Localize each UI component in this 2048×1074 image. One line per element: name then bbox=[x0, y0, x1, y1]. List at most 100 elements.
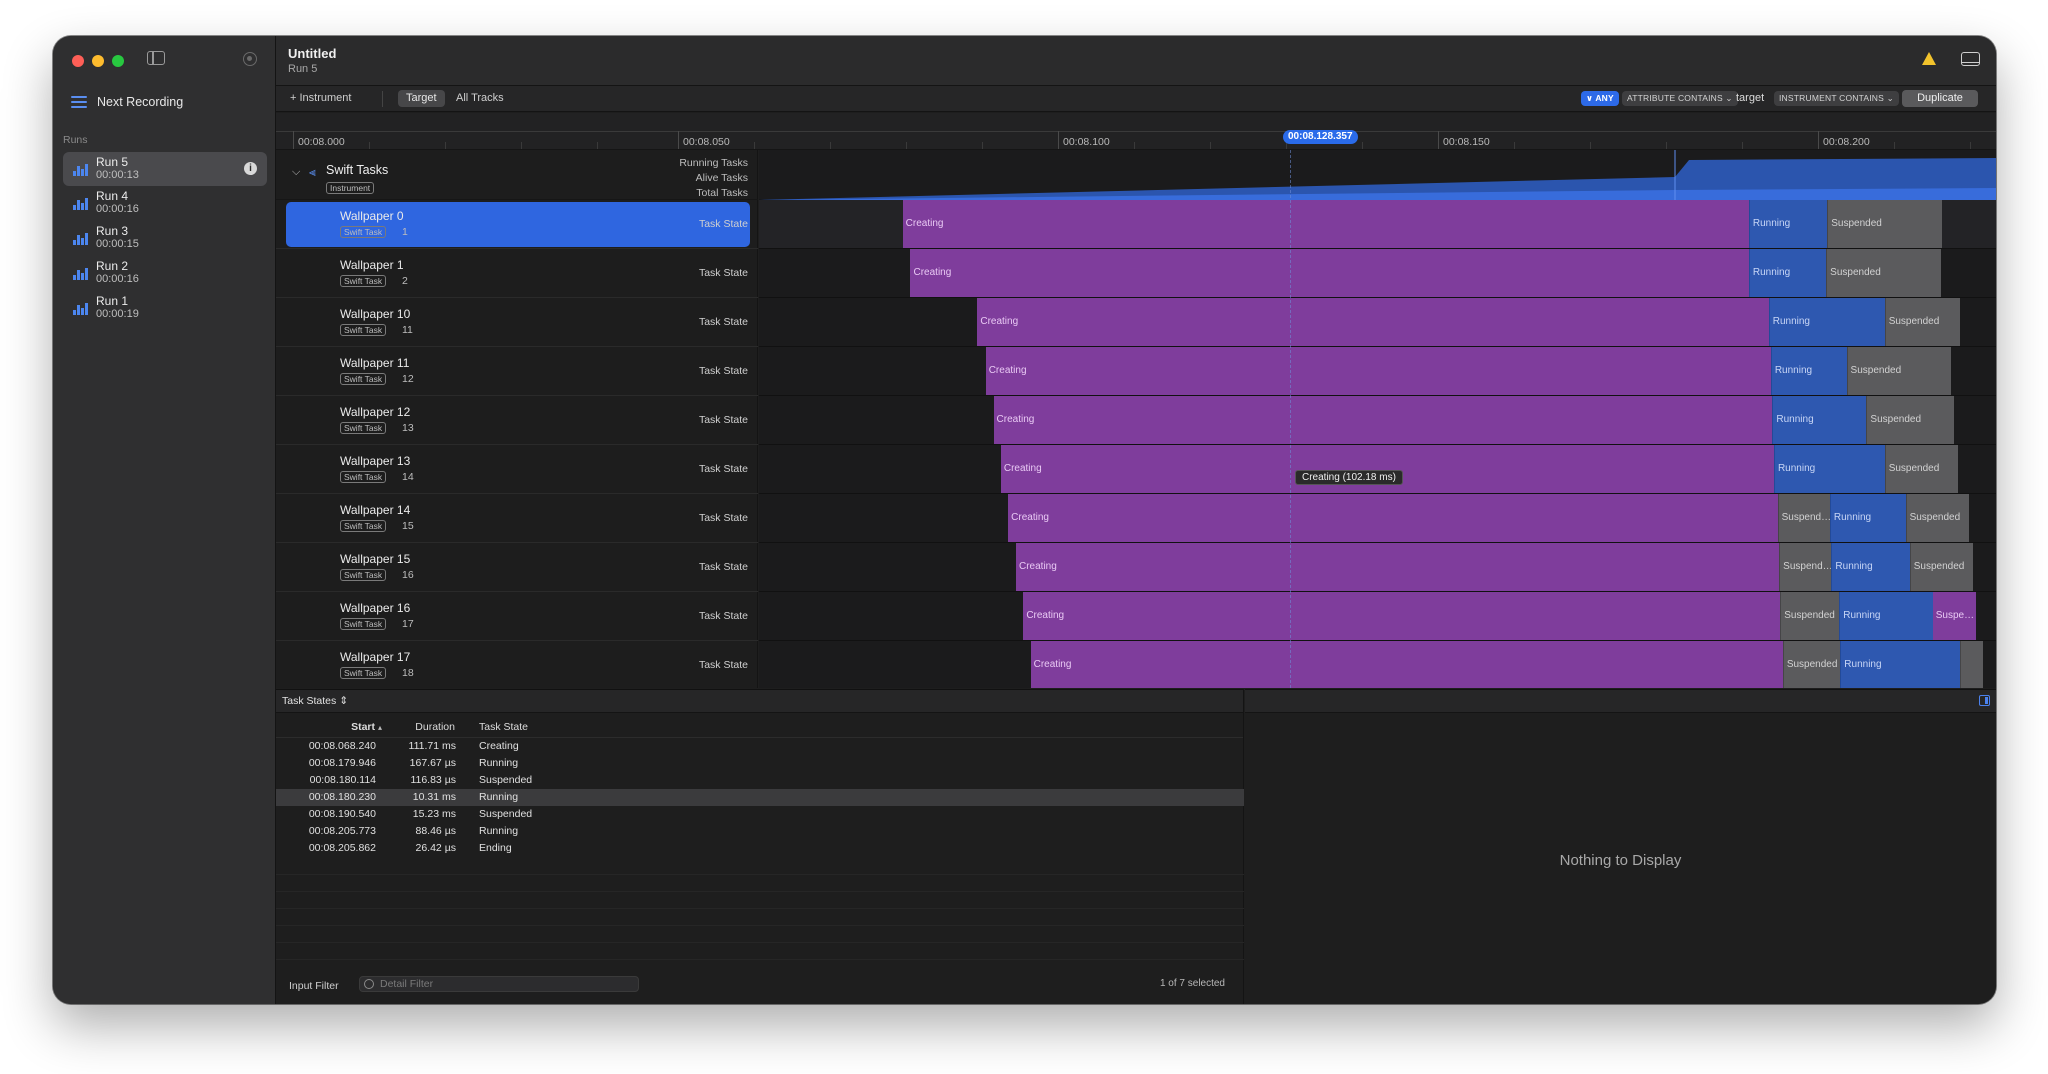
timeline-graph[interactable]: Creating Running Suspended Creating Running S… bbox=[759, 150, 1996, 688]
target-tab[interactable]: Target bbox=[398, 90, 445, 107]
state-segment-running[interactable]: Running bbox=[1840, 641, 1961, 688]
state-segment-creating[interactable]: Creating bbox=[1016, 543, 1780, 591]
state-segment-running[interactable]: Running bbox=[1839, 592, 1933, 640]
metric-total-tasks: Total Tasks bbox=[696, 187, 748, 199]
run-item[interactable]: Run 4 00:00:16 bbox=[63, 186, 267, 220]
task-state-track[interactable]: Creating Suspended Running Suspe… bbox=[759, 592, 1996, 641]
state-segment-creating[interactable]: Creating bbox=[985, 347, 1771, 395]
table-row[interactable]: 00:08.068.240 111.71 ms Creating bbox=[276, 738, 1244, 755]
state-segment-running[interactable]: Running bbox=[1770, 347, 1847, 395]
table-row[interactable]: 00:08.179.946 167.67 µs Running bbox=[276, 755, 1244, 772]
state-segment-ending[interactable] bbox=[1960, 641, 1983, 688]
column-duration[interactable]: Duration bbox=[415, 721, 455, 733]
column-start[interactable]: Start bbox=[351, 721, 375, 733]
close-window-button[interactable] bbox=[72, 55, 84, 67]
swift-tasks-group[interactable]: ⌵ ⫷ Swift Tasks Instrument Running Tasks… bbox=[276, 150, 758, 200]
state-segment-creating[interactable]: Creating bbox=[1030, 641, 1783, 688]
task-state-track[interactable]: Creating Running Suspended bbox=[759, 298, 1996, 347]
state-segment-running[interactable]: Running bbox=[1748, 249, 1827, 297]
table-row[interactable]: 00:08.180.114 116.83 µs Suspended bbox=[276, 772, 1244, 789]
ruler-major-tick bbox=[678, 131, 679, 149]
track-row[interactable]: Wallpaper 17 Swift Task 18 Task State bbox=[276, 641, 758, 690]
track-row[interactable]: Wallpaper 11 Swift Task 12 Task State bbox=[276, 347, 758, 396]
state-segment-suspended[interactable]: Suspended bbox=[1866, 396, 1954, 444]
info-icon[interactable]: i bbox=[244, 162, 257, 175]
next-recording-item[interactable]: Next Recording bbox=[71, 95, 183, 109]
state-segment-suspended[interactable]: Suspended bbox=[1780, 592, 1840, 640]
inspection-playhead[interactable] bbox=[1290, 150, 1291, 688]
filter-any-chip[interactable]: ∨ ANY bbox=[1581, 91, 1619, 106]
task-state-track[interactable]: Creating Running Suspended bbox=[759, 445, 1996, 494]
add-instrument-button[interactable]: + Instrument bbox=[290, 92, 352, 104]
state-segment-creating[interactable]: Creating bbox=[1000, 445, 1774, 493]
state-segment-running[interactable]: Running bbox=[1831, 543, 1910, 591]
instrument-contains-chip[interactable]: INSTRUMENT CONTAINS ⌄ bbox=[1774, 91, 1899, 106]
task-state-track[interactable]: Creating Suspend… Running Suspended bbox=[759, 543, 1996, 592]
state-segment-suspended[interactable]: Suspended bbox=[1909, 543, 1974, 591]
run-item[interactable]: Run 2 00:00:16 bbox=[63, 256, 267, 290]
state-segment-creating[interactable]: Creating bbox=[977, 298, 1769, 346]
minimize-window-button[interactable] bbox=[92, 55, 104, 67]
task-state-track[interactable]: Creating Suspend… Running Suspended bbox=[759, 494, 1996, 543]
track-row[interactable]: Wallpaper 1 Swift Task 2 Task State bbox=[276, 249, 758, 298]
state-segment-suspended[interactable]: Suspended bbox=[1846, 347, 1952, 395]
state-segment-running[interactable]: Running bbox=[1748, 200, 1828, 248]
attribute-contains-chip[interactable]: ATTRIBUTE CONTAINS ⌄ bbox=[1622, 91, 1738, 106]
state-segment-suspended[interactable]: Suspended bbox=[1782, 641, 1841, 688]
chevron-down-icon[interactable]: ⌵ bbox=[292, 166, 301, 178]
run-chart-icon bbox=[73, 303, 88, 315]
detail-filter-field[interactable]: Detail Filter bbox=[359, 976, 639, 992]
state-segment-running[interactable]: Running bbox=[1768, 298, 1885, 346]
state-segment-suspended[interactable]: Suspended bbox=[1905, 494, 1970, 542]
zoom-window-button[interactable] bbox=[112, 55, 124, 67]
table-row[interactable]: 00:08.190.540 15.23 ms Suspended bbox=[276, 806, 1244, 823]
track-row[interactable]: Wallpaper 13 Swift Task 14 Task State bbox=[276, 445, 758, 494]
task-state-track[interactable]: Creating Running Suspended bbox=[759, 347, 1996, 396]
state-segment-creating[interactable]: Creating bbox=[1023, 592, 1781, 640]
table-row[interactable]: 00:08.205.862 26.42 µs Ending bbox=[276, 840, 1244, 857]
run-item[interactable]: Run 3 00:00:15 bbox=[63, 221, 267, 255]
task-state-track[interactable]: Creating Running Suspended bbox=[759, 249, 1996, 298]
state-segment-suspended[interactable]: Suspended bbox=[1884, 445, 1958, 493]
state-segment-running[interactable]: Running bbox=[1772, 396, 1867, 444]
state-segment-suspended[interactable]: Suspend… bbox=[1779, 543, 1832, 591]
state-segment-creating[interactable]: Suspe… bbox=[1932, 592, 1977, 640]
run-item[interactable]: Run 5 00:00:13 i bbox=[63, 152, 267, 186]
track-row[interactable]: Wallpaper 16 Swift Task 17 Task State bbox=[276, 592, 758, 641]
warning-icon[interactable] bbox=[1922, 52, 1936, 65]
inspection-time-badge[interactable]: 00:08.128.357 bbox=[1283, 130, 1358, 144]
run-item[interactable]: Run 1 00:00:19 bbox=[63, 291, 267, 325]
table-row[interactable]: 00:08.205.773 88.46 µs Running bbox=[276, 823, 1244, 840]
state-segment-creating[interactable]: Creating bbox=[993, 396, 1773, 444]
task-state-track[interactable]: Creating Running Suspended bbox=[759, 396, 1996, 445]
state-segment-suspended[interactable]: Suspended bbox=[1884, 298, 1961, 346]
detail-view-selector[interactable]: Task States ⇕ bbox=[282, 695, 348, 707]
task-state-track[interactable]: Creating Running Suspended bbox=[759, 200, 1996, 249]
timeline-ruler[interactable]: 00:08.000 00:08.050 00:08.100 00:08.150 00:0… bbox=[276, 113, 1996, 150]
state-segment-suspended[interactable]: Suspended bbox=[1827, 200, 1943, 248]
state-segment-creating[interactable]: Creating bbox=[910, 249, 1749, 297]
state-segment-running[interactable]: Running bbox=[1773, 445, 1885, 493]
track-row[interactable]: Wallpaper 12 Swift Task 13 Task State bbox=[276, 396, 758, 445]
track-row[interactable]: Wallpaper 0 Swift Task 1 Task State bbox=[276, 200, 758, 249]
state-segment-creating[interactable]: Creating bbox=[1008, 494, 1778, 542]
state-segment-running[interactable]: Running bbox=[1829, 494, 1906, 542]
duplicate-button[interactable]: Duplicate bbox=[1902, 90, 1978, 107]
record-icon[interactable] bbox=[243, 52, 257, 66]
track-row[interactable]: Wallpaper 10 Swift Task 11 Task State bbox=[276, 298, 758, 347]
sidebar-toggle-icon[interactable] bbox=[147, 51, 165, 65]
state-segment-suspended[interactable]: Suspend… bbox=[1777, 494, 1830, 542]
inspector-toggle-icon[interactable] bbox=[1979, 695, 1990, 706]
track-row[interactable]: Wallpaper 15 Swift Task 16 Task State bbox=[276, 543, 758, 592]
state-segment-suspended[interactable]: Suspended bbox=[1826, 249, 1942, 297]
table-row[interactable]: 00:08.180.230 10.31 ms Running bbox=[276, 789, 1244, 806]
cell-duration: 15.23 ms bbox=[412, 808, 456, 820]
bottom-panel-toggle-icon[interactable] bbox=[1961, 52, 1980, 66]
state-segment-creating[interactable]: Creating bbox=[902, 200, 1749, 248]
track-row[interactable]: Wallpaper 14 Swift Task 15 Task State bbox=[276, 494, 758, 543]
column-task-state[interactable]: Task State bbox=[479, 721, 529, 733]
all-tracks-tab[interactable]: All Tracks bbox=[456, 92, 504, 104]
attribute-value[interactable]: target bbox=[1736, 92, 1765, 104]
cell-duration: 111.71 ms bbox=[408, 740, 456, 752]
task-state-track[interactable]: Creating Suspended Running bbox=[759, 641, 1996, 688]
